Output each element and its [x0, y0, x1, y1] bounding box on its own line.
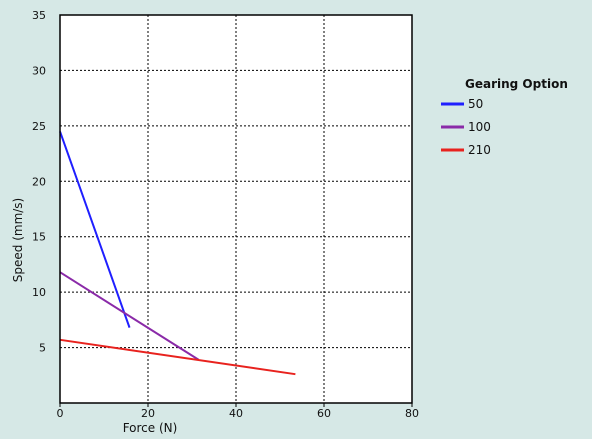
series-line-210: [59, 338, 296, 376]
legend: Gearing Option 50 100 210: [441, 77, 568, 157]
legend-label-50: 50: [468, 97, 483, 111]
y-tick-label: 15: [32, 231, 46, 244]
legend-label-210: 210: [468, 143, 491, 157]
x-tick-label: 0: [57, 407, 64, 420]
y-tick-label: 5: [39, 342, 46, 355]
tick-labels: 0 20 40 60 80 5 10 15 20 25 30 35: [32, 9, 419, 420]
series-line-50: [59, 131, 131, 328]
grid: [60, 15, 412, 403]
y-tick-label: 10: [32, 286, 46, 299]
y-axis-label: Speed (mm/s): [11, 198, 25, 282]
x-tick-label: 60: [317, 407, 331, 420]
y-tick-label: 25: [32, 120, 46, 133]
series-line-100: [59, 271, 200, 361]
x-tick-label: 40: [229, 407, 243, 420]
y-tick-label: 35: [32, 9, 46, 22]
legend-title: Gearing Option: [465, 77, 568, 91]
x-tick-label: 20: [141, 407, 155, 420]
y-tick-label: 30: [32, 64, 46, 77]
x-tick-label: 80: [405, 407, 419, 420]
series-lines: [59, 131, 296, 376]
y-tick-label: 20: [32, 175, 46, 188]
x-axis-label: Force (N): [123, 421, 178, 435]
legend-label-100: 100: [468, 120, 491, 134]
